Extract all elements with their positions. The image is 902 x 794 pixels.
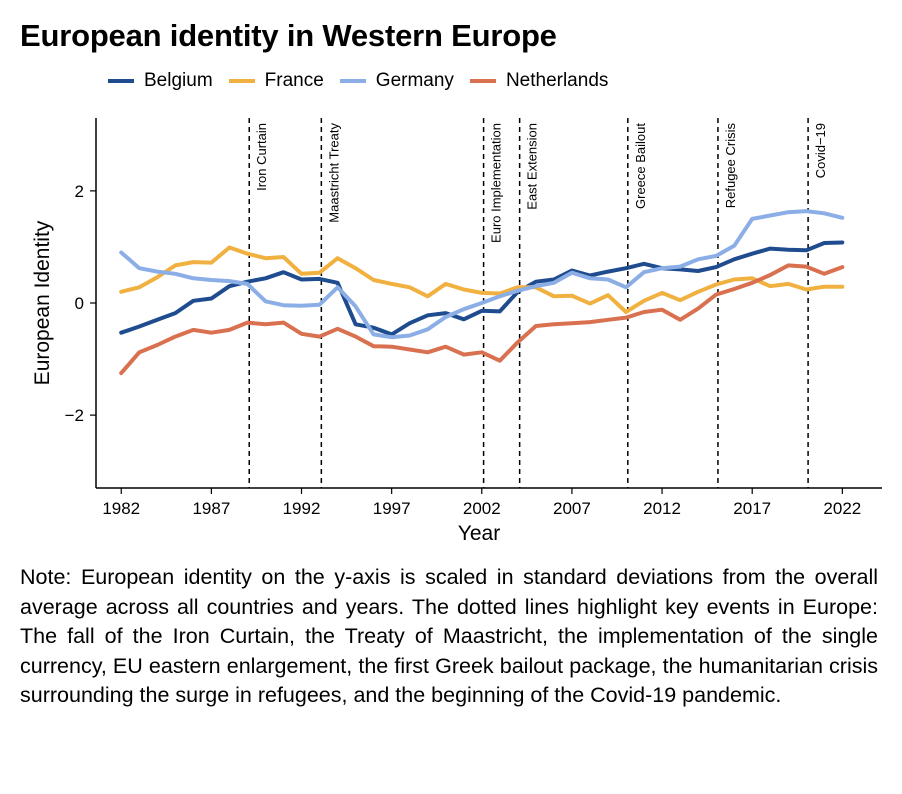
legend-label: Belgium	[144, 70, 213, 91]
line-chart: 1982 1987 1992 1997 2002 2007 2012 2017 2022 −2 0 2…	[31, 118, 882, 545]
event-label: East Extension	[525, 123, 540, 210]
legend-item-germany: Germany	[339, 70, 454, 92]
legend-label: France	[264, 70, 324, 91]
chart-title: European identity in Western Europe	[20, 18, 557, 53]
y-tick-label: 2	[75, 182, 84, 201]
legend-swatch	[339, 79, 366, 83]
event-label: Greece Bailout	[633, 123, 648, 209]
x-tick-label: 1992	[283, 499, 321, 518]
legend-swatch	[228, 79, 255, 83]
y-tick-label: 0	[75, 294, 84, 313]
legend-item-netherlands: Netherlands	[469, 70, 609, 92]
x-tick-label: 2012	[643, 499, 681, 518]
y-tick-label: −2	[65, 406, 84, 425]
series-line-netherlands	[119, 263, 845, 376]
legend-label: Netherlands	[505, 70, 609, 91]
legend-item-belgium: Belgium	[108, 70, 213, 92]
event-label: Covid−19	[813, 123, 828, 178]
event-label: Iron Curtain	[254, 123, 269, 191]
legend-item-france: France	[228, 70, 324, 92]
x-tick-label: 1987	[192, 499, 230, 518]
x-tick-label: 2017	[733, 499, 771, 518]
x-axis-label: Year	[458, 522, 500, 545]
x-tick-label: 1997	[373, 499, 411, 518]
legend-swatch	[469, 79, 496, 83]
event-label: Euro Implementation	[489, 123, 504, 243]
x-tick-label: 2007	[553, 499, 591, 518]
legend: Belgium France Germany Netherlands	[108, 70, 624, 92]
event-label: Maastricht Treaty	[326, 123, 341, 223]
series-line-france	[119, 245, 845, 314]
legend-label: Germany	[375, 70, 454, 91]
x-tick-label: 2022	[823, 499, 861, 518]
series-line-germany	[119, 209, 845, 340]
event-label: Refugee Crisis	[723, 123, 738, 209]
y-axis-label: European Identity	[31, 220, 54, 385]
legend-swatch	[108, 79, 134, 83]
x-tick-label: 1982	[102, 499, 140, 518]
x-tick-label: 2002	[463, 499, 501, 518]
figure-note: Note: European identity on the y-axis is…	[20, 565, 878, 707]
